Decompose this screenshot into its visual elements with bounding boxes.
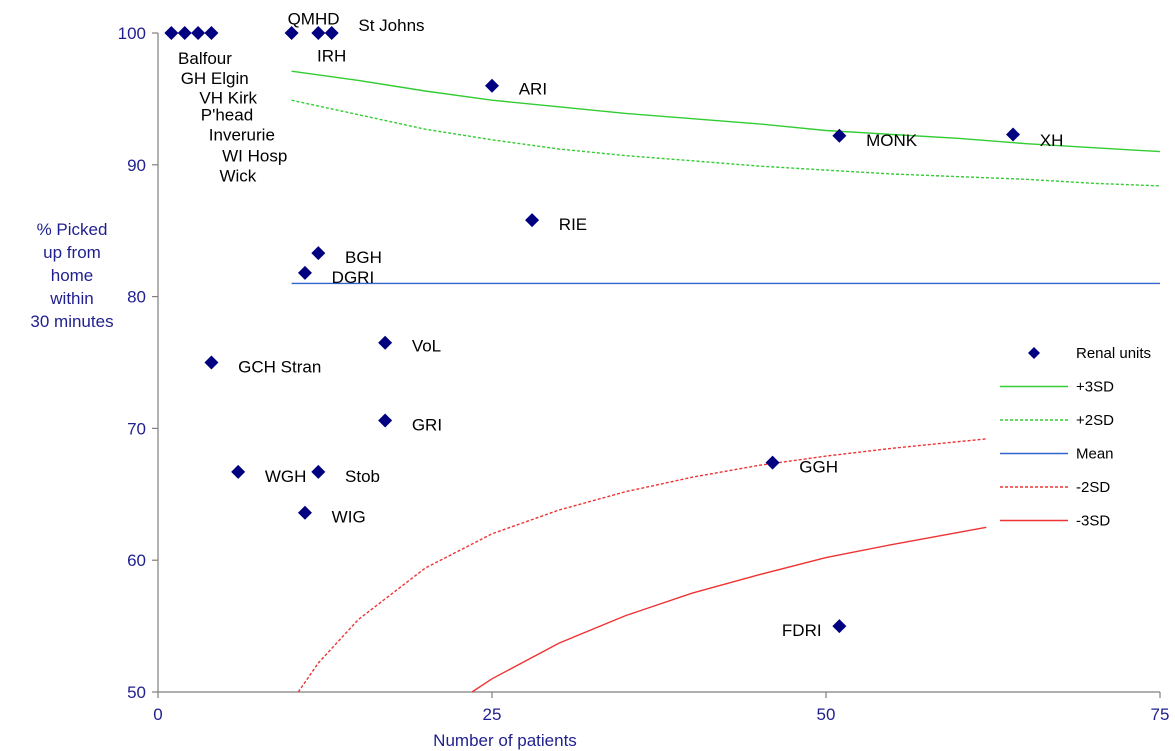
x-tick-label: 25 (483, 705, 502, 724)
point-label: WI Hosp (222, 147, 287, 166)
series-line-minus3sd (471, 526, 987, 693)
x-tick-label: 0 (153, 705, 162, 724)
data-point (311, 246, 326, 261)
point-label: IRH (317, 46, 346, 65)
point-label: St Johns (358, 16, 424, 35)
data-point (765, 455, 780, 470)
legend-label: +3SD (1076, 379, 1114, 396)
data-point (378, 335, 393, 350)
data-point (832, 619, 847, 634)
x-tick-label: 75 (1151, 705, 1170, 724)
x-tick-label: 50 (817, 705, 836, 724)
point-label: Inverurie (209, 125, 275, 144)
point-label: Balfour (178, 49, 232, 68)
data-point (485, 78, 499, 93)
point-label: P'head (201, 106, 253, 125)
point-label: WGH (265, 467, 307, 486)
point-label: GCH Stran (238, 357, 321, 376)
point-label: VH Kirk (199, 89, 257, 108)
point-label: XH (1040, 131, 1064, 150)
point-label: RIE (559, 215, 587, 234)
data-point (311, 26, 326, 40)
legend-label: +2SD (1076, 412, 1114, 429)
y-tick-label: 70 (127, 419, 146, 438)
point-label: ARI (519, 79, 547, 98)
series-line-plus2sd (291, 99, 1161, 187)
y-tick-label: 60 (127, 551, 146, 570)
x-axis-title: Number of patients (433, 731, 577, 750)
data-point (231, 464, 246, 479)
y-axis-title-line: % Picked (37, 220, 108, 239)
point-label: Wick (219, 166, 256, 185)
point-label: FDRI (782, 621, 822, 640)
y-axis-title: % Picked up from home within 30 minutes (30, 220, 113, 331)
y-tick-label: 90 (127, 156, 146, 175)
data-point (284, 26, 299, 40)
data-point (204, 355, 219, 370)
data-point (1006, 127, 1021, 142)
legend-label: -3SD (1076, 513, 1110, 530)
point-label: QMHD (288, 10, 340, 29)
y-axis-title-line: up from (43, 243, 101, 262)
data-point (204, 26, 219, 40)
legend-label: -2SD (1076, 479, 1110, 496)
y-tick-label: 50 (127, 683, 146, 702)
legend-label: Renal units (1076, 345, 1151, 362)
data-point (164, 26, 179, 40)
data-point (177, 26, 192, 40)
point-label: GGH (799, 458, 838, 477)
legend-label: Mean (1076, 446, 1114, 463)
series-line-minus2sd (297, 438, 987, 693)
data-point (297, 505, 312, 520)
point-label: VoL (412, 336, 441, 355)
y-tick-label: 100 (118, 24, 146, 43)
point-label: MONK (866, 131, 918, 150)
point-label: BGH (345, 248, 382, 267)
data-point (832, 128, 847, 143)
point-label: DGRI (332, 268, 375, 287)
data-point (311, 464, 326, 479)
y-axis-title-line: home (51, 266, 94, 285)
y-axis-title-line: within (49, 289, 93, 308)
data-point (297, 265, 312, 280)
legend-marker-renal (1028, 347, 1040, 359)
y-axis-title-line: 30 minutes (30, 312, 113, 331)
data-point (378, 413, 393, 428)
data-point (191, 26, 206, 40)
series-line-plus3sd (291, 70, 1161, 153)
point-label: Stob (345, 467, 380, 486)
point-label: GRI (412, 415, 442, 434)
point-label: GH Elgin (181, 69, 249, 88)
y-tick-label: 80 (127, 288, 146, 307)
point-label: WIG (332, 508, 366, 527)
data-point (525, 213, 540, 228)
data-point (324, 26, 339, 40)
